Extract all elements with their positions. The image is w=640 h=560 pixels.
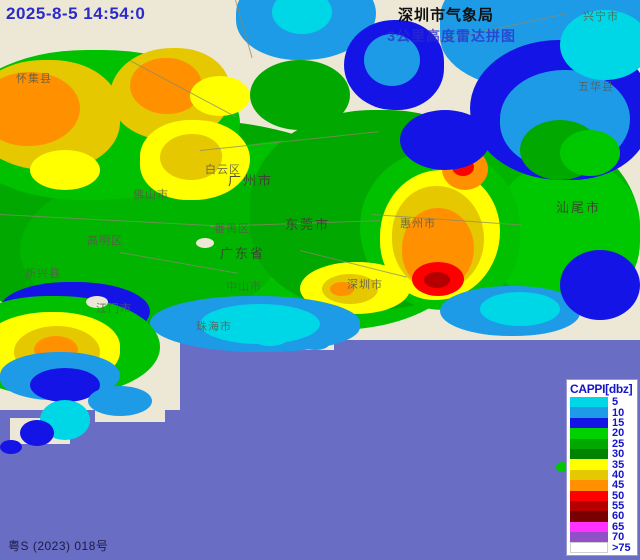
legend-swatch: [570, 428, 608, 439]
map-place-label: 珠海市: [196, 321, 232, 333]
legend-row: 55: [570, 500, 635, 513]
legend-row: 25: [570, 437, 635, 450]
legend-swatch: [570, 469, 608, 481]
map-place-label: 中山市: [226, 281, 262, 293]
legend-level-label: 35: [612, 458, 625, 471]
legend-level-label: 30: [612, 448, 625, 461]
map-place-label: 惠州市: [400, 218, 436, 230]
legend-swatch: [570, 459, 608, 470]
legend-swatch: [570, 397, 608, 408]
reflectivity-legend: CAPPI[dbz] 5 10 15 20 25 30 35 40 45 50 55 60 65 70 >7…: [566, 379, 638, 556]
legend-level-label: 15: [612, 416, 625, 429]
legend-row: 50: [570, 489, 635, 502]
legend-level-label: 5: [612, 396, 619, 409]
map-place-label: 怀集县: [16, 73, 52, 85]
map-approval-watermark: 粤S (2023) 018号: [8, 539, 109, 553]
map-place-label: 广东省: [220, 246, 266, 261]
map-place-label: 汕尾市: [556, 200, 602, 215]
legend-row: 35: [570, 458, 635, 471]
legend-level-label: 25: [612, 437, 625, 450]
legend-level-label: 55: [612, 500, 625, 513]
legend-swatch: [570, 438, 608, 449]
legend-swatch: [570, 521, 608, 533]
legend-row: 65: [570, 520, 635, 533]
legend-row-list: 5 10 15 20 25 30 35 40 45 50 55 60 65 70 >75: [570, 397, 635, 553]
legend-row: 45: [570, 479, 635, 492]
legend-row: 60: [570, 510, 635, 523]
map-place-label: 东莞市: [285, 217, 331, 232]
map-place-label: 广州市: [228, 173, 274, 188]
legend-level-label: 65: [612, 520, 625, 533]
legend-title: CAPPI[dbz]: [570, 382, 633, 396]
legend-level-label: 70: [612, 531, 625, 544]
legend-swatch: [570, 511, 608, 522]
legend-level-label: 10: [612, 406, 625, 419]
legend-row: 70: [570, 531, 635, 544]
legend-swatch: [570, 490, 608, 501]
legend-swatch: [570, 448, 608, 460]
legend-swatch: [570, 407, 608, 418]
legend-row: >75: [570, 541, 635, 554]
legend-row: 20: [570, 427, 635, 440]
legend-swatch: [570, 532, 608, 543]
legend-row: 5: [570, 396, 635, 409]
legend-level-label: 45: [612, 479, 625, 492]
legend-swatch: [570, 500, 608, 512]
map-place-label: 佛山市: [133, 189, 169, 201]
organization-subtitle: 3公里高度雷达拼图: [387, 28, 516, 44]
legend-level-label: 60: [612, 510, 625, 523]
observation-timestamp: 2025-8-5 14:54:0: [6, 4, 146, 23]
legend-level-label: 50: [612, 489, 625, 502]
legend-row: 30: [570, 448, 635, 461]
map-place-label: 白云区: [205, 164, 241, 176]
map-place-label: 兴宁市: [583, 11, 619, 23]
legend-swatch: [570, 542, 608, 553]
organization-title: 深圳市气象局: [397, 7, 494, 24]
legend-level-label: 40: [612, 468, 625, 481]
map-place-label: 番禺区: [214, 223, 250, 235]
legend-row: 10: [570, 406, 635, 419]
legend-row: 15: [570, 416, 635, 429]
map-place-label: 五华县: [578, 81, 614, 93]
legend-swatch: [570, 480, 608, 491]
legend-swatch: [570, 417, 608, 429]
map-place-label: 高明区: [87, 235, 123, 247]
map-place-label: 深圳市: [347, 279, 383, 291]
legend-row: 40: [570, 468, 635, 481]
map-place-label: 江门市: [96, 303, 132, 315]
map-place-label: 新兴县: [25, 268, 61, 280]
legend-level-label: 20: [612, 427, 625, 440]
legend-level-label: >75: [612, 541, 631, 554]
